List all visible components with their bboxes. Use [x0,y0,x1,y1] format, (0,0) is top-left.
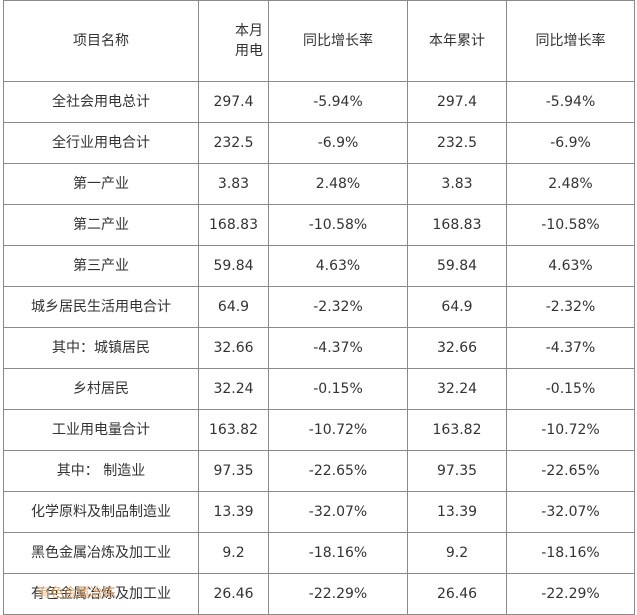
ytd-yoy-cell: -4.37% [506,327,635,369]
item-name-cell: 乡村居民 [3,368,199,410]
month-usage-cell: 13.39 [198,491,269,533]
month-yoy-cell: 2.48% [268,163,408,205]
month-usage-cell: 59.84 [198,245,269,287]
month-yoy-cell: -22.29% [268,573,408,615]
item-name-cell: 其中： 制造业 [3,450,199,492]
header-ytd-yoy: 同比增长率 [506,0,635,82]
item-name-cell: 城乡居民生活用电合计 [3,286,199,328]
item-name-cell: 第二产业 [3,204,199,246]
month-usage-cell: 232.5 [198,122,269,164]
table-row: 其中：城镇居民 32.66 -4.37% 32.66 -4.37% [3,327,635,369]
ytd-yoy-cell: -10.58% [506,204,635,246]
watermark: 有色金属冶炼 [38,586,117,601]
table-row: 全行业用电合计 232.5 -6.9% 232.5 -6.9% [3,122,635,164]
table-row: 化学原料及制品制造业 13.39 -32.07% 13.39 -32.07% [3,491,635,533]
month-usage-cell: 297.4 [198,81,269,123]
table-row: 黑色金属冶炼及加工业 9.2 -18.16% 9.2 -18.16% [3,532,635,574]
ytd-yoy-cell: 2.48% [506,163,635,205]
month-yoy-cell: -10.72% [268,409,408,451]
month-usage-cell: 168.83 [198,204,269,246]
ytd-cell: 32.24 [407,368,507,410]
ytd-cell: 9.2 [407,532,507,574]
month-usage-cell: 97.35 [198,450,269,492]
month-yoy-cell: 4.63% [268,245,408,287]
item-name-cell: 工业用电量合计 [3,409,199,451]
header-month-yoy: 同比增长率 [268,0,408,82]
ytd-cell: 3.83 [407,163,507,205]
month-yoy-cell: -10.58% [268,204,408,246]
table-row: 乡村居民 32.24 -0.15% 32.24 -0.15% [3,368,635,410]
ytd-cell: 26.46 [407,573,507,615]
month-usage-cell: 32.24 [198,368,269,410]
month-yoy-cell: -32.07% [268,491,408,533]
ytd-cell: 297.4 [407,81,507,123]
ytd-cell: 97.35 [407,450,507,492]
table-row: 其中： 制造业 97.35 -22.65% 97.35 -22.65% [3,450,635,492]
ytd-yoy-cell: -6.9% [506,122,635,164]
table-row: 全社会用电总计 297.4 -5.94% 297.4 -5.94% [3,81,635,123]
table-row: 工业用电量合计 163.82 -10.72% 163.82 -10.72% [3,409,635,451]
item-name-cell: 化学原料及制品制造业 [3,491,199,533]
ytd-cell: 232.5 [407,122,507,164]
month-usage-cell: 26.46 [198,573,269,615]
item-name-cell: 其中：城镇居民 [3,327,199,369]
ytd-yoy-cell: -0.15% [506,368,635,410]
month-yoy-cell: -0.15% [268,368,408,410]
ytd-yoy-cell: -32.07% [506,491,635,533]
ytd-cell: 168.83 [407,204,507,246]
header-row: 项目名称 本月用电 同比增长率 本年累计 同比增长率 [3,0,635,82]
header-ytd: 本年累计 [407,0,507,82]
month-usage-cell: 32.66 [198,327,269,369]
electricity-table: 项目名称 本月用电 同比增长率 本年累计 同比增长率 全社会用电总计 297.4-… [3,0,635,615]
table-row: 有色金属冶炼及加工业 26.46 -22.29% 26.46 -22.29% [3,573,635,615]
ytd-yoy-cell: -22.65% [506,450,635,492]
month-yoy-cell: -22.65% [268,450,408,492]
item-name-cell: 有色金属冶炼及加工业 [3,573,199,615]
ytd-cell: 59.84 [407,245,507,287]
ytd-cell: 13.39 [407,491,507,533]
item-name-cell: 全行业用电合计 [3,122,199,164]
item-name-cell: 全社会用电总计 [3,81,199,123]
ytd-yoy-cell: -10.72% [506,409,635,451]
month-yoy-cell: -2.32% [268,286,408,328]
month-yoy-cell: -6.9% [268,122,408,164]
month-usage-cell: 9.2 [198,532,269,574]
header-month-usage: 本月用电 [198,0,269,82]
month-usage-cell: 64.9 [198,286,269,328]
table-row: 第三产业 59.84 4.63% 59.84 4.63% [3,245,635,287]
table-body: 项目名称 本月用电 同比增长率 本年累计 同比增长率 全社会用电总计 297.4-… [3,0,635,615]
ytd-yoy-cell: -18.16% [506,532,635,574]
table-row: 城乡居民生活用电合计 64.9 -2.32% 64.9 -2.32% [3,286,635,328]
ytd-yoy-cell: 4.63% [506,245,635,287]
month-yoy-cell: -18.16% [268,532,408,574]
month-usage-cell: 3.83 [198,163,269,205]
table-row: 第二产业 168.83 -10.58% 168.83 -10.58% [3,204,635,246]
item-name-cell: 第三产业 [3,245,199,287]
item-name-cell: 黑色金属冶炼及加工业 [3,532,199,574]
item-name-cell: 第一产业 [3,163,199,205]
ytd-yoy-cell: -22.29% [506,573,635,615]
month-yoy-cell: -5.94% [268,81,408,123]
month-usage-cell: 163.82 [198,409,269,451]
header-item-name: 项目名称 [3,0,199,82]
ytd-yoy-cell: -2.32% [506,286,635,328]
ytd-cell: 32.66 [407,327,507,369]
ytd-cell: 64.9 [407,286,507,328]
month-yoy-cell: -4.37% [268,327,408,369]
table-row: 第一产业 3.83 2.48% 3.83 2.48% [3,163,635,205]
ytd-yoy-cell: -5.94% [506,81,635,123]
ytd-cell: 163.82 [407,409,507,451]
